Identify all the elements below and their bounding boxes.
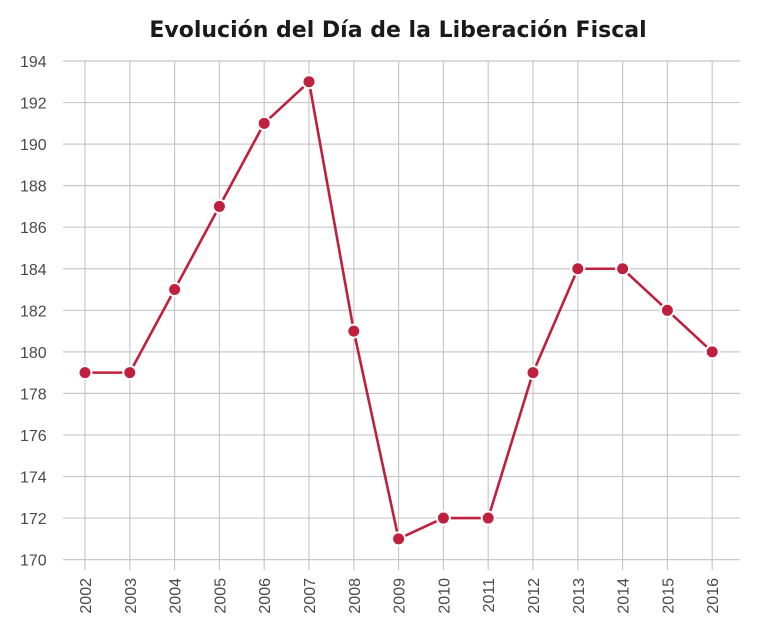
y-tick-label: 194 bbox=[20, 54, 47, 71]
y-tick-label: 186 bbox=[20, 220, 47, 237]
data-point bbox=[77, 365, 93, 381]
y-tick-label: 180 bbox=[20, 345, 47, 362]
data-point bbox=[301, 74, 317, 90]
x-tick-label: 2004 bbox=[168, 578, 185, 614]
x-tick-label: 2008 bbox=[347, 578, 364, 614]
x-tick-label: 2011 bbox=[481, 578, 498, 613]
data-point bbox=[480, 510, 496, 526]
data-point bbox=[391, 531, 407, 547]
y-tick-label: 182 bbox=[20, 303, 47, 320]
x-tick-label: 2014 bbox=[616, 578, 633, 614]
data-point bbox=[525, 365, 541, 381]
y-tick-label: 172 bbox=[20, 511, 47, 528]
gridlines bbox=[63, 60, 740, 570]
data-point bbox=[211, 198, 227, 214]
x-tick-label: 2012 bbox=[526, 578, 543, 614]
y-tick-label: 170 bbox=[20, 553, 47, 570]
data-point bbox=[570, 261, 586, 277]
x-tick-label: 2006 bbox=[257, 578, 274, 614]
data-points bbox=[77, 74, 720, 547]
x-tick-label: 2015 bbox=[660, 578, 677, 614]
x-tick-label: 2009 bbox=[392, 578, 409, 614]
data-point bbox=[167, 282, 183, 298]
data-point bbox=[346, 323, 362, 339]
x-tick-label: 2016 bbox=[705, 578, 722, 614]
data-point bbox=[256, 115, 272, 131]
x-tick-label: 2003 bbox=[123, 578, 140, 614]
y-tick-label: 184 bbox=[20, 262, 47, 279]
x-axis-tick-labels: 2002 2003 2004 2005 2006 2007 2008 2009 2010 2011… bbox=[78, 578, 722, 614]
x-tick-label: 2005 bbox=[212, 578, 229, 614]
x-tick-label: 2007 bbox=[302, 578, 319, 614]
data-point bbox=[615, 261, 631, 277]
y-tick-label: 174 bbox=[20, 470, 47, 487]
data-point bbox=[704, 344, 720, 360]
x-tick-label: 2002 bbox=[78, 578, 95, 614]
x-tick-label: 2010 bbox=[436, 578, 453, 614]
data-point bbox=[435, 510, 451, 526]
data-point bbox=[122, 365, 138, 381]
y-tick-label: 188 bbox=[20, 179, 47, 196]
data-point bbox=[659, 302, 675, 318]
y-tick-label: 192 bbox=[20, 96, 47, 113]
y-tick-label: 178 bbox=[20, 386, 47, 403]
y-tick-label: 176 bbox=[20, 428, 47, 445]
y-tick-label: 190 bbox=[20, 137, 47, 154]
x-tick-label: 2013 bbox=[571, 578, 588, 614]
chart-title: Evolución del Día de la Liberación Fisca… bbox=[149, 18, 646, 43]
y-axis-tick-labels: 170 172 174 176 178 180 182 184 186 188 190 192 194 bbox=[20, 54, 47, 570]
